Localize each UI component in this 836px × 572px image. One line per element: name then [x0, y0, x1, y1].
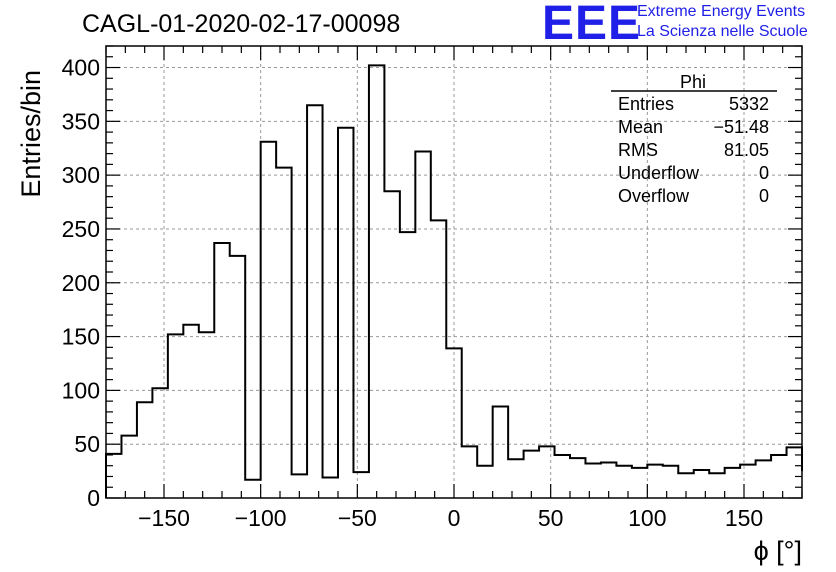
y-tick-label: 200 [62, 270, 100, 296]
histogram-bin [524, 451, 539, 498]
histogram-bin [137, 402, 152, 498]
stats-box: Phi Entries 5332 Mean −51.48 RMS 81.05 Underfl… [611, 72, 777, 206]
y-tick-label: 50 [74, 431, 100, 457]
histogram-bin [168, 334, 183, 498]
stats-label: RMS [618, 140, 658, 160]
histogram-bin [694, 470, 709, 498]
x-axis-title: ϕ [°] [754, 536, 802, 566]
histogram-bin [508, 459, 523, 498]
histogram-bin [740, 465, 755, 498]
histogram-bin [415, 151, 430, 498]
histogram-bin [570, 458, 585, 498]
stats-value: 0 [759, 186, 769, 206]
logo-text-line2: La Scienza nelle Scuole [637, 23, 808, 40]
histogram-bin [493, 407, 508, 498]
histogram-bin [616, 466, 631, 498]
stats-value: 0 [759, 163, 769, 183]
histogram-bin [121, 436, 136, 498]
histogram-bin [384, 191, 399, 498]
x-tick-label: 0 [448, 505, 461, 531]
histogram-bin [245, 480, 260, 498]
stats-value: 5332 [729, 94, 769, 114]
histogram-bin [477, 466, 492, 498]
x-tick-label: 50 [538, 505, 564, 531]
x-tick-label: −150 [138, 505, 190, 531]
histogram-bin [400, 232, 415, 498]
y-tick-label: 250 [62, 216, 100, 242]
y-tick-label: 350 [62, 108, 100, 134]
histogram-bin [152, 388, 167, 498]
y-tick-label: 0 [87, 485, 100, 511]
y-tick-label: 400 [62, 55, 100, 81]
histogram-bin [183, 325, 198, 498]
histogram-bin [771, 455, 786, 498]
stats-name: Phi [680, 72, 706, 92]
tick-labels: −150 −100 −50 0 50 100 150 0 50 100 150 200 250 300 35… [62, 55, 764, 531]
eee-logo: EEE [542, 0, 642, 50]
x-tick-label: −100 [235, 505, 287, 531]
histogram-bin [353, 472, 368, 498]
stats-label: Overflow [618, 186, 690, 206]
histogram-bin [446, 348, 461, 498]
histogram-bin [709, 473, 724, 498]
histogram-outline [105, 64, 803, 498]
histogram-bin [462, 446, 477, 498]
histogram-bin [199, 332, 214, 498]
histogram-bin [323, 478, 338, 498]
y-axis-title: Entries/bin [16, 70, 46, 198]
stats-value: −51.48 [713, 117, 769, 137]
y-tick-label: 100 [62, 377, 100, 403]
histogram-bin [539, 446, 554, 498]
histogram-bin [585, 464, 600, 498]
histogram-bin [647, 465, 662, 498]
histogram-bin [261, 142, 276, 498]
histogram-bin [276, 168, 291, 498]
x-tick-label: −50 [338, 505, 377, 531]
histogram-bin [725, 468, 740, 498]
histogram-bin [338, 128, 353, 498]
histogram-bin [214, 243, 229, 498]
histogram-bin [230, 256, 245, 498]
y-tick-label: 300 [62, 162, 100, 188]
histogram-bin [431, 220, 446, 498]
histogram-bin [663, 466, 678, 498]
histogram-bin [632, 468, 647, 498]
logo-text-line1: Extreme Energy Events [637, 3, 806, 20]
x-tick-label: 150 [725, 505, 763, 531]
x-tick-label: 100 [628, 505, 666, 531]
histogram-bin [307, 105, 322, 498]
grid [106, 46, 802, 498]
histogram-bin [555, 455, 570, 498]
stats-label: Entries [618, 94, 674, 114]
axis-ticks [105, 45, 803, 499]
y-tick-label: 150 [62, 324, 100, 350]
stats-rows: Entries 5332 Mean −51.48 RMS 81.05 Underflow 0 O… [618, 94, 769, 206]
histogram-bin [369, 65, 384, 498]
stats-label: Underflow [618, 163, 700, 183]
stats-value: 81.05 [724, 140, 769, 160]
stats-label: Mean [618, 117, 663, 137]
chart-title: CAGL-01-2020-02-17-00098 [82, 10, 401, 38]
